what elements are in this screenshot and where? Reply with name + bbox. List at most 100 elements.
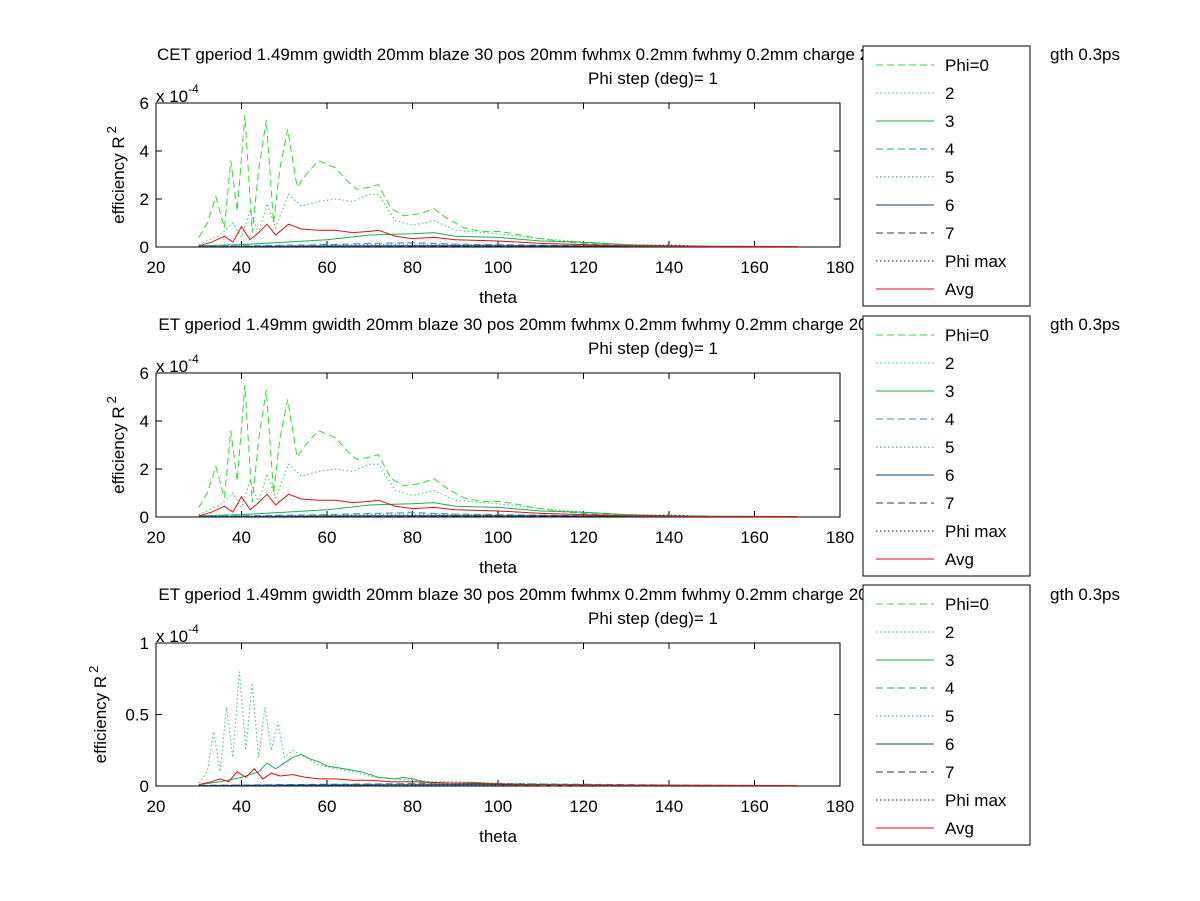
series-line-3	[198, 232, 798, 247]
y-tick-label: 0.5	[125, 706, 149, 725]
legend-label: 7	[945, 224, 954, 243]
legend-box	[862, 315, 1031, 577]
y-tick-label: 0	[140, 777, 149, 796]
y-tick-label: 2	[140, 460, 149, 479]
legend-label: 5	[945, 707, 954, 726]
y-tick-label: 0	[140, 508, 149, 527]
chart-subtitle: Phi step (deg)= 1	[588, 609, 718, 628]
x-tick-label: 80	[403, 797, 422, 816]
x-tick-label: 140	[655, 258, 683, 277]
legend-label: 7	[945, 763, 954, 782]
x-tick-label: 20	[147, 258, 166, 277]
y-exponent-label: x 10-4	[156, 622, 199, 646]
chart-title-tail: gth 0.3ps	[1050, 315, 1120, 334]
x-axis-label: theta	[479, 558, 517, 577]
chart-subtitle: Phi step (deg)= 1	[588, 339, 718, 358]
x-tick-label: 180	[826, 797, 854, 816]
legend-label: 3	[945, 651, 954, 670]
x-tick-label: 20	[147, 797, 166, 816]
legend-label: 2	[945, 84, 954, 103]
x-tick-label: 140	[655, 528, 683, 547]
y-tick-label: 2	[140, 190, 149, 209]
x-tick-label: 100	[484, 528, 512, 547]
chart-panel-3: ET gperiod 1.49mm gwidth 20mm blaze 30 p…	[86, 584, 1120, 846]
legend-box	[862, 584, 1031, 846]
y-tick-label: 0	[140, 238, 149, 257]
x-tick-label: 80	[403, 258, 422, 277]
y-axis-label: efficiency R2	[86, 666, 110, 764]
y-axis-label: efficiency R2	[104, 126, 128, 224]
series-line-avg	[198, 768, 798, 786]
chart-title: ET gperiod 1.49mm gwidth 20mm blaze 30 p…	[158, 315, 867, 334]
legend-label: Avg	[945, 819, 974, 838]
x-tick-label: 160	[740, 258, 768, 277]
x-tick-label: 60	[318, 528, 337, 547]
series-line-avg	[198, 493, 798, 517]
x-tick-label: 180	[826, 528, 854, 547]
legend-label: Phi max	[945, 791, 1007, 810]
series-line-phi-0	[198, 114, 798, 247]
x-tick-label: 80	[403, 528, 422, 547]
chart-title-tail: gth 0.3ps	[1050, 45, 1120, 64]
y-exponent-label: x 10-4	[156, 352, 199, 376]
legend-label: Avg	[945, 280, 974, 299]
x-tick-label: 40	[232, 528, 251, 547]
x-tick-label: 120	[569, 797, 597, 816]
legend-label: 6	[945, 735, 954, 754]
chart-panel-1: CET gperiod 1.49mm gwidth 20mm blaze 30 …	[104, 45, 1120, 307]
y-exponent-label: x 10-4	[156, 82, 199, 106]
x-tick-label: 120	[569, 528, 597, 547]
legend-label: 4	[945, 679, 954, 698]
y-tick-label: 1	[140, 634, 149, 653]
chart-subtitle: Phi step (deg)= 1	[588, 69, 718, 88]
legend-label: 4	[945, 410, 954, 429]
legend-label: Phi=0	[945, 326, 989, 345]
series-line-2	[198, 671, 798, 786]
x-tick-label: 100	[484, 258, 512, 277]
x-tick-label: 40	[232, 797, 251, 816]
x-tick-label: 40	[232, 258, 251, 277]
legend-label: 4	[945, 140, 954, 159]
legend-label: 6	[945, 196, 954, 215]
y-tick-label: 4	[140, 412, 149, 431]
x-tick-label: 160	[740, 528, 768, 547]
x-axis-label: theta	[479, 827, 517, 846]
y-axis-label: efficiency R2	[104, 396, 128, 494]
x-tick-label: 60	[318, 797, 337, 816]
legend-label: 6	[945, 466, 954, 485]
series-line-avg	[198, 223, 798, 247]
x-axis-label: theta	[479, 288, 517, 307]
chart-panel-2: ET gperiod 1.49mm gwidth 20mm blaze 30 p…	[104, 315, 1120, 577]
legend: Phi=0 2 3 4 5 6 7 Phi max Avg	[862, 584, 1031, 846]
legend-label: 7	[945, 494, 954, 513]
legend-label: 3	[945, 112, 954, 131]
x-tick-label: 100	[484, 797, 512, 816]
x-tick-label: 120	[569, 258, 597, 277]
legend-label: 2	[945, 354, 954, 373]
legend-label: Phi max	[945, 252, 1007, 271]
y-tick-label: 4	[140, 142, 149, 161]
legend-label: Phi max	[945, 522, 1007, 541]
legend-label: Phi=0	[945, 56, 989, 75]
legend-label: 5	[945, 168, 954, 187]
x-tick-label: 20	[147, 528, 166, 547]
x-tick-label: 60	[318, 258, 337, 277]
x-tick-label: 180	[826, 258, 854, 277]
series-line-phi-0	[198, 384, 798, 517]
chart-title: CET gperiod 1.49mm gwidth 20mm blaze 30 …	[157, 45, 869, 64]
x-tick-label: 160	[740, 797, 768, 816]
y-tick-label: 6	[140, 94, 149, 113]
chart-title-tail: gth 0.3ps	[1050, 585, 1120, 604]
series-line-3	[198, 502, 798, 517]
legend-label: 5	[945, 438, 954, 457]
legend-box	[862, 45, 1031, 307]
legend-label: 3	[945, 382, 954, 401]
legend: Phi=0 2 3 4 5 6 7 Phi max Avg	[862, 315, 1031, 577]
legend-label: Phi=0	[945, 595, 989, 614]
legend-label: 2	[945, 623, 954, 642]
y-tick-label: 6	[140, 364, 149, 383]
legend-label: Avg	[945, 550, 974, 569]
legend: Phi=0 2 3 4 5 6 7 Phi max Avg	[862, 45, 1031, 307]
x-tick-label: 140	[655, 797, 683, 816]
